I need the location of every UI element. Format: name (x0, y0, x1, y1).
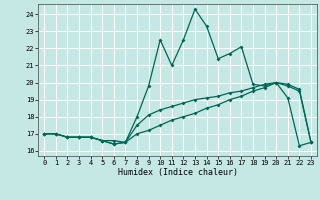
X-axis label: Humidex (Indice chaleur): Humidex (Indice chaleur) (118, 168, 238, 177)
